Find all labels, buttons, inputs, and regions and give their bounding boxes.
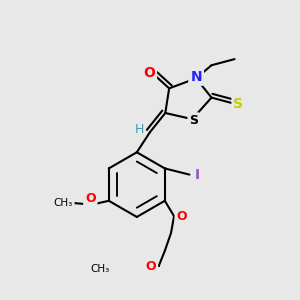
Text: O: O [176,210,187,223]
Text: O: O [85,192,96,205]
Text: N: N [190,70,202,84]
Text: H: H [134,123,144,136]
Text: I: I [195,168,200,182]
Text: O: O [143,66,155,80]
Text: O: O [146,260,156,273]
Text: S: S [189,114,198,127]
Text: CH₃: CH₃ [54,198,73,208]
Text: S: S [233,97,244,111]
Text: CH₃: CH₃ [90,264,110,274]
